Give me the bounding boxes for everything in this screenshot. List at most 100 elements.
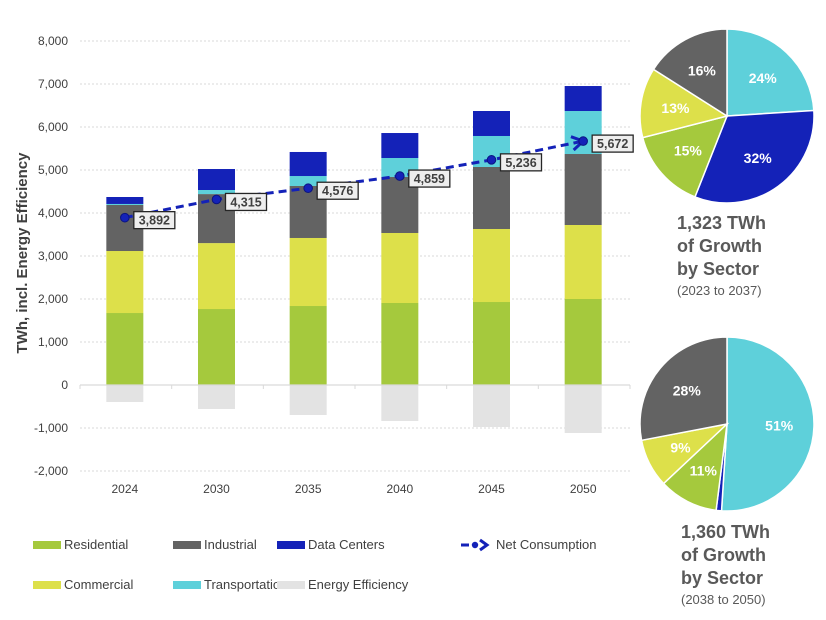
- caption-total: 1,360 TWh: [681, 522, 771, 542]
- data-label-box: [408, 169, 451, 188]
- bar-transportation-2024: [106, 203, 144, 206]
- net-consumption-point: [395, 171, 405, 181]
- bar-residential-2024: [106, 313, 144, 385]
- pie-slice-label: 51%: [765, 418, 794, 434]
- net-consumption-label: 5,236: [505, 156, 536, 170]
- bar-transportation-2035: [289, 176, 327, 186]
- caption-range: (2038 to 2050): [681, 592, 766, 607]
- y-tick-label: 4,000: [38, 206, 68, 220]
- net-consumption-line: 3,892 4,315 4,576 4,859 5,236 5,672: [120, 134, 634, 230]
- caption-line: of Growth: [677, 236, 762, 256]
- bar-residential-2045: [473, 302, 510, 385]
- pie-slice-data-centers: [693, 109, 815, 204]
- pie-slice-label: 32%: [744, 150, 773, 166]
- y-axis-title: TWh, incl. Energy Efficiency: [14, 152, 31, 354]
- x-tick-label: 2035: [295, 482, 322, 496]
- bar-data-centers-2040: [381, 133, 419, 159]
- pie-slice-label: 11%: [690, 463, 718, 479]
- bar-energy-efficiency-2050: [564, 385, 602, 433]
- bar-commercial-2050: [564, 224, 602, 299]
- caption-line: of Growth: [681, 545, 766, 565]
- net-consumption-point: [120, 212, 130, 223]
- bar-industrial-2050: [564, 154, 602, 225]
- pie-slice-residential: [641, 114, 729, 198]
- pie-slice-label: 13%: [661, 100, 690, 116]
- bar-energy-efficiency-2030: [198, 385, 235, 409]
- x-tick-label: 2030: [203, 482, 230, 496]
- caption-total: 1,323 TWh: [677, 213, 767, 233]
- net-consumption-path: [124, 139, 584, 220]
- caption-range: (2023 to 2037): [677, 283, 762, 298]
- net-consumption-point: [211, 194, 222, 205]
- x-tick-label: 2024: [111, 482, 138, 496]
- net-consumption-label: 3,892: [139, 214, 170, 228]
- y-axis-ticks: -2,000 -1,000 0 1,000 2,000 3,000 4,000 5,000 6,…: [34, 34, 68, 478]
- y-tick-label: -2,000: [34, 464, 68, 478]
- net-consumption-label: 4,576: [322, 184, 353, 198]
- bar-data-centers-2050: [564, 86, 602, 112]
- bar-energy-efficiency-2040: [381, 385, 419, 421]
- pie-chart-2023-2037: 24% 32% 15% 13% 16%: [639, 28, 815, 204]
- pie-slice-transportation: [720, 336, 815, 512]
- bar-energy-efficiency-2035: [289, 385, 327, 416]
- caption-line: by Sector: [681, 568, 764, 588]
- bar-data-centers-2045: [473, 111, 510, 136]
- pie-slice-industrial: [639, 336, 728, 442]
- net-consumption-point: [486, 155, 497, 165]
- bar-commercial-2040: [381, 232, 419, 303]
- x-axis: [79, 384, 631, 389]
- data-label-box: [316, 181, 359, 200]
- bar-energy-efficiency-2045: [473, 385, 510, 428]
- bar-commercial-2045: [473, 228, 510, 303]
- y-tick-label: 7,000: [38, 77, 68, 91]
- x-tick-label: 2050: [570, 482, 597, 496]
- pie-slice-industrial: [652, 28, 728, 118]
- y-tick-label: 5,000: [38, 163, 68, 177]
- gridlines: [80, 40, 630, 472]
- pie-chart-2038-2050: 51% 11% 9% 28%: [639, 336, 815, 512]
- net-consumption-label: 4,859: [414, 172, 445, 186]
- x-axis-ticks: 2024 2030 2035 2040 2045 2050: [111, 482, 596, 496]
- pie-slice-label: 15%: [674, 143, 703, 159]
- bar-data-centers-2035: [289, 151, 327, 177]
- pie-slice-commercial: [639, 68, 729, 139]
- data-label-box: [591, 134, 634, 153]
- pie-slice-label: 9%: [670, 440, 691, 456]
- x-tick-label: 2040: [386, 482, 413, 496]
- y-tick-label: 1,000: [38, 335, 68, 349]
- net-consumption-label: 4,315: [230, 195, 261, 209]
- bar-commercial-2035: [289, 237, 327, 307]
- bar-residential-2040: [381, 302, 419, 385]
- pie-slice-label: 16%: [688, 62, 717, 78]
- bars: [106, 86, 602, 433]
- y-tick-label: 0: [61, 378, 68, 392]
- y-tick-label: 8,000: [38, 34, 68, 48]
- data-label-box: [499, 153, 543, 172]
- y-tick-label: -1,000: [34, 421, 68, 435]
- y-tick-label: 6,000: [38, 120, 68, 134]
- bar-data-centers-2024: [106, 197, 144, 204]
- data-label-box: [133, 210, 176, 230]
- bar-residential-2035: [289, 306, 327, 385]
- bar-residential-2050: [564, 299, 602, 385]
- pie-slice-label: 24%: [749, 70, 778, 86]
- y-tick-label: 2,000: [38, 292, 68, 306]
- data-label-box: [224, 192, 268, 212]
- x-tick-label: 2045: [478, 482, 505, 496]
- bar-data-centers-2030: [198, 169, 235, 190]
- pie-caption-2038-2050: 1,360 TWh of Growth by Sector (2038 to 2…: [681, 521, 770, 608]
- bar-residential-2030: [198, 309, 235, 385]
- pie-caption-2023-2037: 1,323 TWh of Growth by Sector (2023 to 2…: [677, 212, 766, 299]
- y-tick-label: 3,000: [38, 249, 68, 263]
- bar-transportation-2030: [198, 189, 235, 195]
- net-consumption-point: [303, 183, 313, 194]
- bar-energy-efficiency-2024: [106, 385, 144, 402]
- pie-slice-label: 28%: [673, 383, 702, 399]
- bar-commercial-2030: [198, 243, 235, 310]
- caption-line: by Sector: [677, 259, 760, 279]
- net-consumption-point: [578, 136, 588, 146]
- net-consumption-label: 5,672: [597, 137, 628, 151]
- bar-commercial-2024: [106, 251, 144, 314]
- bar-industrial-2045: [473, 166, 510, 229]
